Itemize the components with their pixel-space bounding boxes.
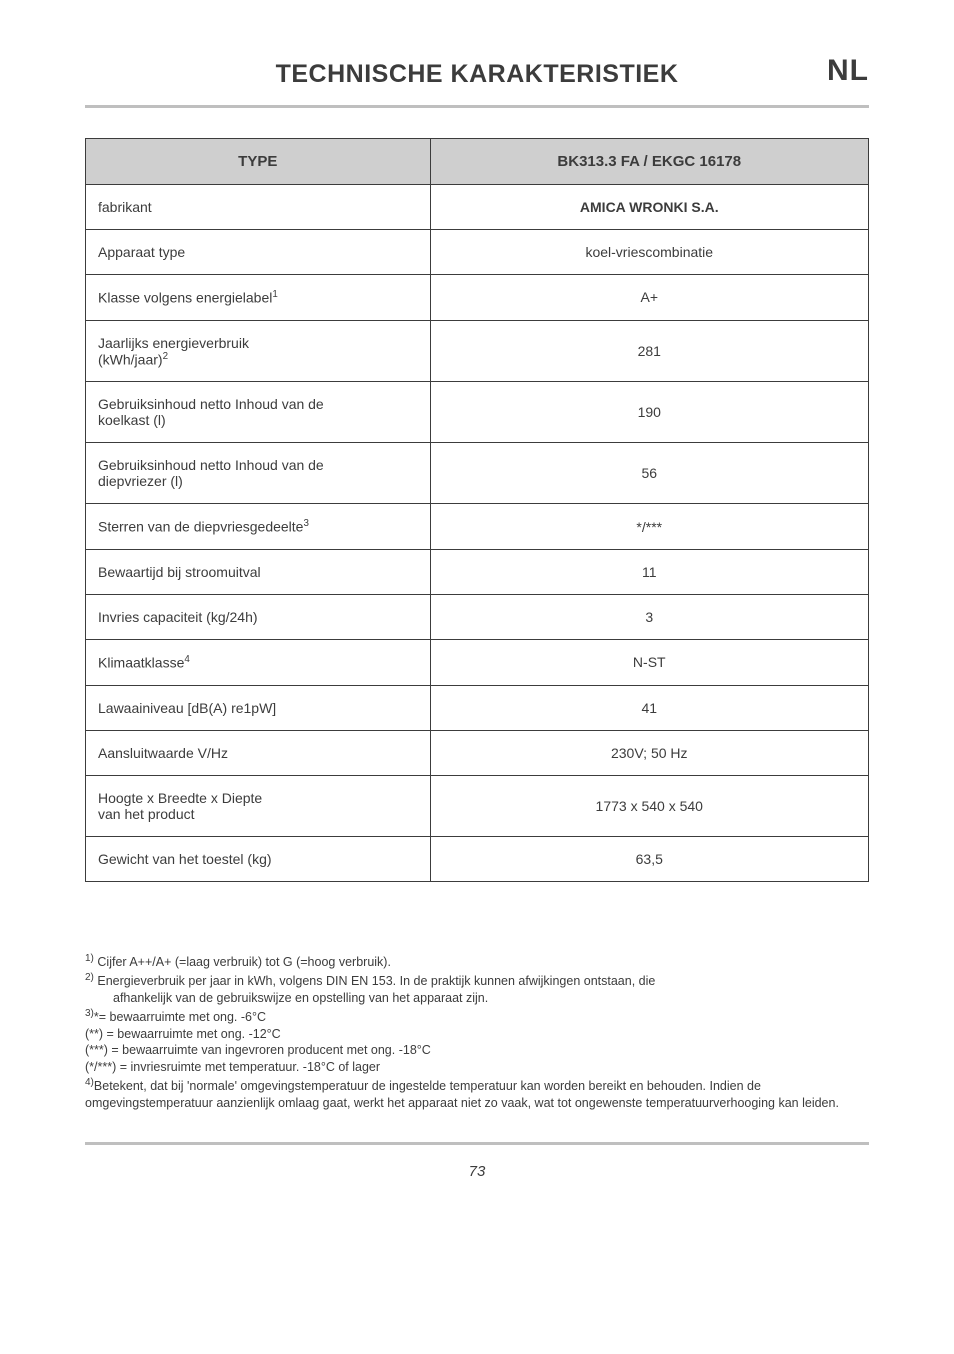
row-value: 56 <box>430 443 868 504</box>
row-value: A+ <box>430 275 868 321</box>
row-label: Gewicht van het toestel (kg) <box>86 836 431 881</box>
table-row: Gebruiksinhoud netto Inhoud van dediepvr… <box>86 443 869 504</box>
table-row: Aansluitwaarde V/Hz230V; 50 Hz <box>86 730 869 775</box>
header-rule <box>85 105 869 108</box>
row-value: N-ST <box>430 639 868 685</box>
row-label: Gebruiksinhoud netto Inhoud van dediepvr… <box>86 443 431 504</box>
row-value: 63,5 <box>430 836 868 881</box>
table-row: Klasse volgens energielabel1A+ <box>86 275 869 321</box>
row-label: Bewaartijd bij stroomuitval <box>86 549 431 594</box>
row-label: Gebruiksinhoud netto Inhoud van dekoelka… <box>86 382 431 443</box>
table-row: Gewicht van het toestel (kg)63,5 <box>86 836 869 881</box>
header-row: TECHNISCHE KARAKTERISTIEK NL <box>85 60 869 89</box>
page: TECHNISCHE KARAKTERISTIEK NL TYPE BK313.… <box>0 0 954 1220</box>
page-title: TECHNISCHE KARAKTERISTIEK <box>85 60 869 89</box>
row-value: 3 <box>430 594 868 639</box>
row-label: Klasse volgens energielabel1 <box>86 275 431 321</box>
table-row: Lawaainiveau [dB(A) re1pW]41 <box>86 685 869 730</box>
footnote-3b: (**) = bewaarruimte met ong. -12°C <box>85 1026 869 1043</box>
row-label: Aansluitwaarde V/Hz <box>86 730 431 775</box>
table-row: Hoogte x Breedte x Dieptevan het product… <box>86 775 869 836</box>
footnote-2: 2) Energieverbruik per jaar in kWh, volg… <box>85 971 869 990</box>
page-number: 73 <box>85 1163 869 1180</box>
row-label: Lawaainiveau [dB(A) re1pW] <box>86 685 431 730</box>
table-row: Klimaatklasse4N-ST <box>86 639 869 685</box>
row-value: 1773 x 540 x 540 <box>430 775 868 836</box>
row-value: 41 <box>430 685 868 730</box>
row-value: AMICA WRONKI S.A. <box>430 185 868 230</box>
table-header-row: TYPE BK313.3 FA / EKGC 16178 <box>86 139 869 185</box>
row-label: Sterren van de diepvriesgedeelte3 <box>86 504 431 550</box>
row-label: Apparaat type <box>86 230 431 275</box>
footnotes: 1) Cijfer A++/A+ (=laag verbruik) tot G … <box>85 952 869 1113</box>
footnote-2-cont: afhankelijk van de gebruikswijze en opst… <box>85 990 869 1007</box>
footnote-3c: (***) = bewaarruimte van ingevroren prod… <box>85 1042 869 1059</box>
row-value: koel-vriescombinatie <box>430 230 868 275</box>
language-code: NL <box>827 54 869 88</box>
table-row: Invries capaciteit (kg/24h)3 <box>86 594 869 639</box>
row-value: 281 <box>430 320 868 382</box>
row-label: Hoogte x Breedte x Dieptevan het product <box>86 775 431 836</box>
table-row: Apparaat typekoel-vriescombinatie <box>86 230 869 275</box>
row-value: 230V; 50 Hz <box>430 730 868 775</box>
th-type: TYPE <box>86 139 431 185</box>
footnote-4: 4)Betekent, dat bij 'normale' omgevingst… <box>85 1076 869 1112</box>
footnote-1: 1) Cijfer A++/A+ (=laag verbruik) tot G … <box>85 952 869 971</box>
row-value: 11 <box>430 549 868 594</box>
table-row: Bewaartijd bij stroomuitval11 <box>86 549 869 594</box>
row-label: Invries capaciteit (kg/24h) <box>86 594 431 639</box>
spec-table: TYPE BK313.3 FA / EKGC 16178 fabrikantAM… <box>85 138 869 882</box>
footnote-3a: 3)*= bewaarruimte met ong. -6°C <box>85 1007 869 1026</box>
row-label: fabrikant <box>86 185 431 230</box>
th-model: BK313.3 FA / EKGC 16178 <box>430 139 868 185</box>
table-row: Sterren van de diepvriesgedeelte3*/*** <box>86 504 869 550</box>
row-label: Klimaatklasse4 <box>86 639 431 685</box>
table-row: fabrikantAMICA WRONKI S.A. <box>86 185 869 230</box>
footer-rule <box>85 1142 869 1145</box>
footnote-3d: (*/***) = invriesruimte met temperatuur.… <box>85 1059 869 1076</box>
table-row: Jaarlijks energieverbruik(kWh/jaar)2281 <box>86 320 869 382</box>
table-row: Gebruiksinhoud netto Inhoud van dekoelka… <box>86 382 869 443</box>
row-value: 190 <box>430 382 868 443</box>
row-value: */*** <box>430 504 868 550</box>
row-label: Jaarlijks energieverbruik(kWh/jaar)2 <box>86 320 431 382</box>
